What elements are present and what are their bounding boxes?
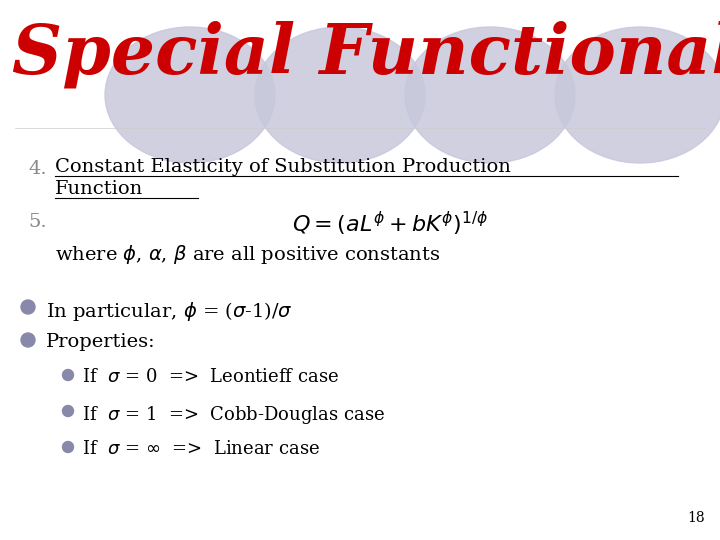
Text: 18: 18 (688, 511, 705, 525)
Text: If  $\sigma$ = 1  =>  Cobb-Douglas case: If $\sigma$ = 1 => Cobb-Douglas case (82, 404, 385, 426)
Ellipse shape (255, 27, 425, 163)
Circle shape (63, 369, 73, 381)
Ellipse shape (405, 27, 575, 163)
Text: Special Functional Forms: Special Functional Forms (12, 21, 720, 88)
Text: 5.: 5. (28, 213, 47, 231)
Text: If  $\sigma$ = 0  =>  Leontieff case: If $\sigma$ = 0 => Leontieff case (82, 368, 339, 386)
Text: Function: Function (55, 180, 143, 198)
Text: Constant Elasticity of Substitution Production: Constant Elasticity of Substitution Prod… (55, 158, 511, 176)
Circle shape (63, 406, 73, 416)
Text: If  $\sigma$ = $\infty$  =>  Linear case: If $\sigma$ = $\infty$ => Linear case (82, 440, 320, 458)
Ellipse shape (105, 27, 275, 163)
Text: where $\phi$, $\alpha$, $\beta$ are all positive constants: where $\phi$, $\alpha$, $\beta$ are all … (55, 243, 441, 266)
Ellipse shape (555, 27, 720, 163)
Circle shape (63, 442, 73, 453)
Text: $Q = (aL^{\phi} + bK^{\phi})^{1/\phi}$: $Q = (aL^{\phi} + bK^{\phi})^{1/\phi}$ (292, 210, 488, 238)
Text: 4.: 4. (28, 160, 47, 178)
Text: Properties:: Properties: (46, 333, 156, 351)
Circle shape (21, 300, 35, 314)
Text: In particular, $\phi$ = ($\sigma$-1)/$\sigma$: In particular, $\phi$ = ($\sigma$-1)/$\s… (46, 300, 292, 323)
Circle shape (21, 333, 35, 347)
